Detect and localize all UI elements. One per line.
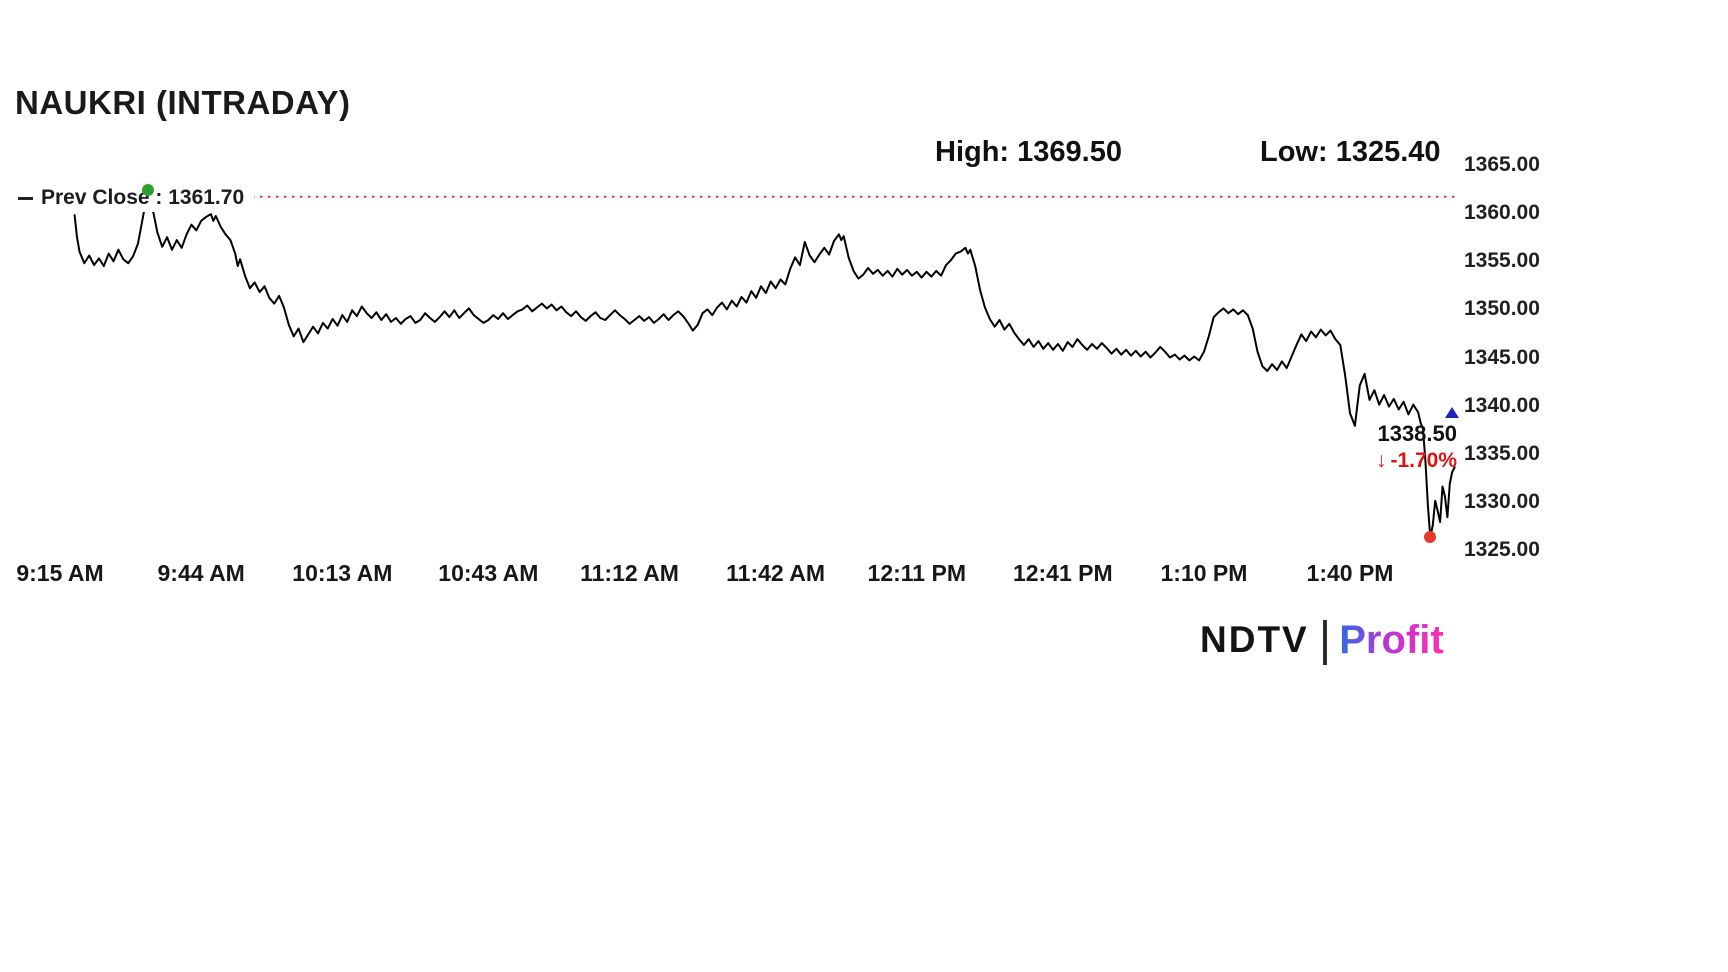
low-point-marker	[1424, 531, 1437, 544]
price-line	[73, 189, 1456, 539]
x-tick-label: 11:12 AM	[580, 560, 679, 586]
y-tick-label: 1325.00	[1464, 538, 1540, 561]
last-price-label: 1338.50	[1377, 421, 1457, 446]
profit-logo: Profit	[1339, 617, 1444, 662]
logo-separator: |	[1318, 613, 1332, 666]
prev-close-label: Prev Close : 1361.70	[41, 186, 245, 209]
x-tick-label: 10:13 AM	[292, 560, 393, 586]
y-tick-label: 1360.00	[1464, 201, 1540, 225]
x-tick-label: 1:10 PM	[1160, 560, 1248, 586]
x-tick-label: 10:43 AM	[438, 560, 539, 586]
prev-close-legend: Prev Close : 1361.70	[18, 184, 255, 212]
page-title: NAUKRI (INTRADAY)	[15, 84, 351, 121]
ndtv-profit-logo: NDTV | Profit	[1200, 616, 1444, 664]
high-point-marker	[141, 184, 154, 197]
down-arrow-icon: ↓	[1375, 449, 1387, 472]
y-tick-label: 1365.00	[1464, 153, 1540, 176]
y-tick-label: 1355.00	[1464, 249, 1540, 273]
x-tick-label: 1:40 PM	[1306, 560, 1394, 586]
change-percent-label: -1.70%	[1390, 449, 1457, 472]
latest-price-marker	[1444, 407, 1459, 419]
y-tick-label: 1330.00	[1464, 489, 1540, 513]
x-tick-label: 9:44 AM	[157, 560, 245, 586]
change-percent-row: ↓ -1.70%	[1376, 449, 1457, 473]
day-high-label: High: 1369.50	[935, 136, 1122, 168]
ndtv-logo: NDTV	[1200, 619, 1309, 660]
x-tick-label: 9:15 AM	[16, 560, 104, 586]
last-price-annotation: 1338.50 ↓ -1.70%	[1376, 421, 1457, 473]
y-tick-label: 1340.00	[1464, 393, 1540, 417]
prev-close-dash-icon	[18, 196, 33, 200]
y-tick-label: 1345.00	[1464, 345, 1540, 369]
x-tick-label: 12:11 PM	[867, 560, 966, 586]
x-tick-label: 12:41 PM	[1012, 560, 1113, 586]
day-low-label: Low: 1325.40	[1260, 136, 1441, 168]
x-tick-label: 11:42 AM	[726, 560, 826, 586]
y-tick-label: 1350.00	[1464, 297, 1540, 321]
y-tick-label: 1335.00	[1464, 441, 1540, 465]
